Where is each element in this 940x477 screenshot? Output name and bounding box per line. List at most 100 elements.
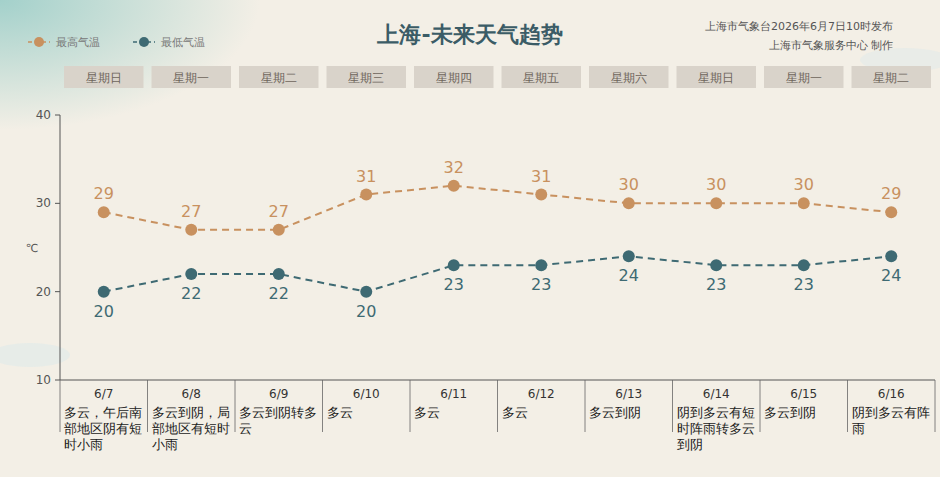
description: 多云，午后南部地区阴有短时小雨: [64, 405, 142, 452]
weekday: 星期一: [786, 71, 822, 85]
data-label: 30: [706, 175, 726, 194]
point: [798, 259, 810, 271]
description-line: 到阴: [677, 437, 703, 452]
column-separator: [235, 380, 236, 432]
y-tick-label: 40: [36, 108, 51, 122]
description-line: 小雨: [152, 437, 178, 452]
column-separator: [497, 380, 498, 432]
weekday-box: [502, 66, 582, 88]
description-line: 云: [239, 421, 252, 436]
legend-marker: [139, 37, 149, 47]
data-label: 32: [444, 158, 464, 177]
x-tick-label: 6/14: [703, 387, 730, 401]
point: [448, 259, 460, 271]
point: [623, 197, 635, 209]
data-label: 31: [356, 167, 376, 186]
column-separator: [760, 380, 761, 432]
description-line: 部地区有短时: [152, 421, 230, 436]
x-tick-label: 6/8: [182, 387, 201, 401]
weekday-box: [852, 66, 932, 88]
legend-item: 最高气温: [28, 36, 100, 49]
data-label: 29: [881, 184, 901, 203]
y-tick: [55, 203, 60, 204]
legend-marker: [34, 37, 44, 47]
description: 多云到阴，局部地区有短时小雨: [152, 405, 230, 452]
data-label: 23: [444, 275, 464, 294]
description: 多云: [327, 405, 353, 420]
point: [360, 189, 372, 201]
x-tick-label: 6/13: [615, 387, 642, 401]
x-tick-label: 6/12: [528, 387, 555, 401]
background: [0, 0, 940, 477]
point: [185, 268, 197, 280]
column-separator: [60, 380, 61, 432]
x-tick-label: 6/9: [269, 387, 288, 401]
point: [798, 197, 810, 209]
point: [535, 259, 547, 271]
series-line: [104, 256, 892, 291]
point: [360, 286, 372, 298]
note: 上海市气象服务中心 制作: [769, 39, 894, 52]
column-separator: [672, 380, 673, 432]
data-label: 20: [94, 302, 114, 321]
weekday: 星期一: [173, 71, 209, 85]
legend-item: 最低气温: [133, 36, 205, 49]
y-tick: [55, 115, 60, 116]
y-tick: [55, 291, 60, 292]
title: 上海-未来天气趋势: [376, 22, 562, 47]
x-tick-label: 6/10: [353, 387, 380, 401]
description-line: 雨: [852, 421, 865, 436]
description-line: 多云: [327, 405, 353, 420]
point: [885, 206, 897, 218]
weekday: 星期六: [611, 71, 647, 85]
data-label: 22: [181, 284, 201, 303]
column-separator: [147, 380, 148, 432]
data-label: 30: [794, 175, 814, 194]
point: [535, 189, 547, 201]
column-separator: [410, 380, 411, 432]
point: [710, 259, 722, 271]
description-line: 时小雨: [64, 437, 103, 452]
description-line: 部地区阴有短: [64, 421, 142, 436]
description-line: 阴到多云有短: [677, 405, 755, 420]
point: [98, 206, 110, 218]
y-tick-label: 10: [36, 373, 51, 387]
weekday: 星期二: [873, 71, 909, 85]
description-line: 多云，午后南: [64, 405, 142, 420]
y-tick: [55, 380, 60, 381]
weekday-box: [589, 66, 669, 88]
y-tick-label: 20: [36, 285, 51, 299]
description: 多云: [414, 405, 440, 420]
weekday: 星期日: [86, 71, 122, 85]
point: [98, 286, 110, 298]
weekday: 星期日: [698, 71, 734, 85]
description: 阴到多云有阵雨: [852, 405, 930, 436]
data-label: 24: [881, 266, 901, 285]
description: 多云到阴转多云: [239, 405, 317, 436]
y-axis-title: ℃: [26, 242, 38, 255]
column-separator: [585, 380, 586, 432]
weekday-box: [327, 66, 407, 88]
description-line: 多云: [502, 405, 528, 420]
data-label: 29: [94, 184, 114, 203]
x-tick-label: 6/11: [440, 387, 467, 401]
description: 阴到多云有短时阵雨转多云到阴: [677, 405, 755, 452]
description-line: 多云到阴，局: [152, 405, 230, 420]
x-tick-label: 6/16: [878, 387, 905, 401]
description-line: 时阵雨转多云: [677, 421, 755, 436]
data-label: 23: [706, 275, 726, 294]
weekday-box: [239, 66, 319, 88]
data-label: 27: [181, 202, 201, 221]
data-label: 31: [531, 167, 551, 186]
weekday: 星期五: [523, 71, 559, 85]
description-line: 多云到阴: [764, 405, 816, 420]
weekday: 星期二: [261, 71, 297, 85]
description-line: 阴到多云有阵: [852, 405, 930, 420]
x-tick-label: 6/7: [94, 387, 113, 401]
column-separator: [847, 380, 848, 432]
data-labels: 2927273132313030302920222220232324232324: [94, 158, 902, 321]
y-axis: [60, 115, 61, 380]
weekday-box: [64, 66, 144, 88]
decoration: [0, 0, 260, 130]
data-label: 23: [531, 275, 551, 294]
